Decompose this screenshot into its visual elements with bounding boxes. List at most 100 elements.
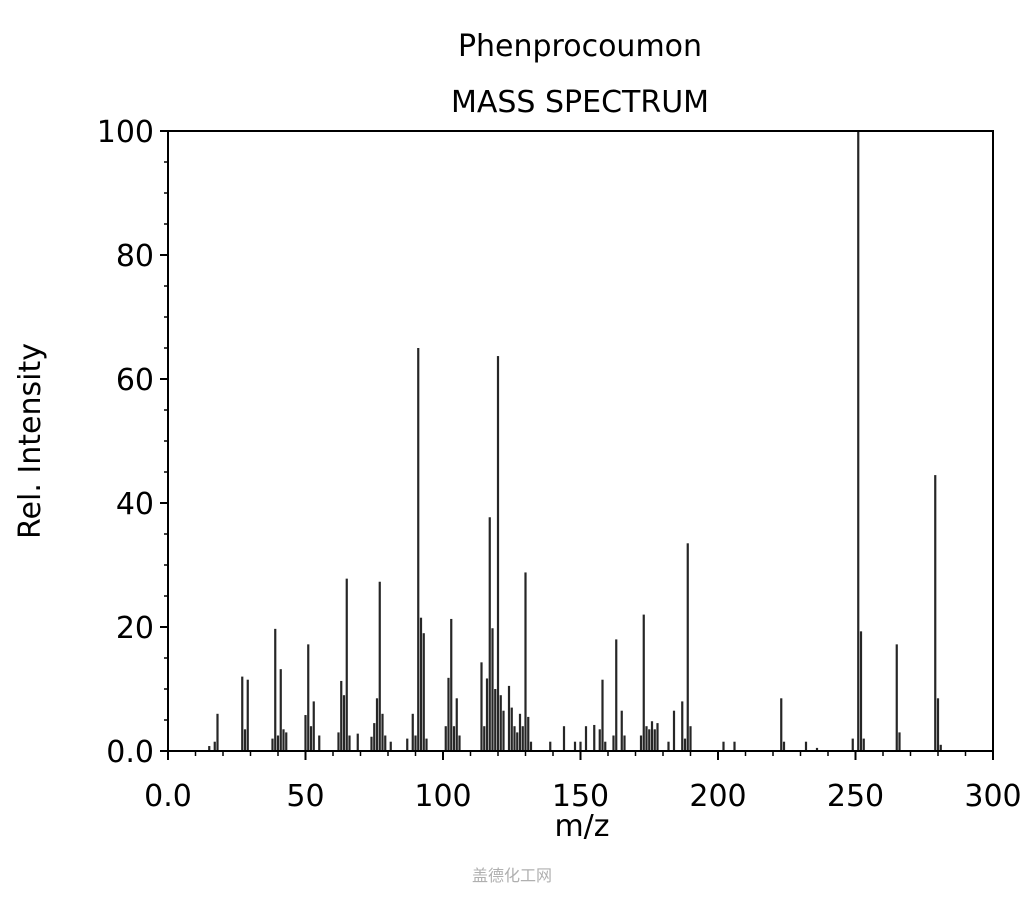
peak-bar <box>936 698 940 751</box>
y-tick-label: 20 <box>116 611 154 646</box>
peak-bar <box>689 726 692 751</box>
peak-bar <box>241 676 244 751</box>
peak-bar <box>342 695 346 751</box>
peak-bar <box>279 669 282 751</box>
peak-bar <box>510 707 513 751</box>
x-axis-ticks: 0.0 50 100 150 200 250 300 <box>144 751 1022 814</box>
peak-bar <box>422 633 425 751</box>
peak-bar <box>458 735 461 751</box>
peak-bar <box>573 741 577 751</box>
peak-bar <box>642 614 645 751</box>
peak-bar <box>521 726 524 751</box>
peak-bar <box>722 741 725 751</box>
peak-bar <box>859 631 863 751</box>
peak-bar <box>213 741 216 751</box>
peak-bar <box>645 726 648 751</box>
peak-bar <box>683 738 687 751</box>
peak-bar <box>653 729 656 751</box>
peak-bar <box>483 726 486 751</box>
peak-bar <box>524 572 527 751</box>
peak-bar <box>414 735 417 751</box>
x-tick-label: 50 <box>286 779 324 814</box>
peak-bar <box>274 628 277 751</box>
peak-bar <box>373 723 376 751</box>
x-tick-label: 0.0 <box>144 779 192 814</box>
peak-bar <box>304 715 307 751</box>
peak-bar <box>488 517 491 751</box>
peak-bar <box>455 698 458 751</box>
y-tick-label: 60 <box>116 363 154 398</box>
peak-bar <box>934 475 937 751</box>
peak-bar <box>307 644 310 751</box>
peak-bar <box>686 543 689 751</box>
peak-bar <box>499 695 502 751</box>
peak-bar <box>518 713 522 751</box>
peak-bar <box>604 741 607 751</box>
peak-bar <box>494 689 497 751</box>
peak-bar <box>667 741 670 751</box>
peak-bar <box>898 732 901 751</box>
peak-bar <box>598 729 601 751</box>
peak-bar <box>417 348 420 751</box>
peak-bar <box>345 578 348 751</box>
peak-bar <box>271 738 274 751</box>
peak-bar <box>309 726 313 751</box>
peak-bar <box>895 644 898 751</box>
peak-bar <box>529 741 533 751</box>
spectrum-peaks <box>208 131 942 751</box>
peak-bar <box>601 679 604 751</box>
peak-bar <box>312 701 315 751</box>
peak-bar <box>527 716 530 751</box>
peak-bar <box>815 747 819 751</box>
peak-bar <box>656 723 659 751</box>
peak-bar <box>450 618 453 751</box>
peak-bar <box>246 679 249 751</box>
x-tick-label: 150 <box>552 779 609 814</box>
peak-bar <box>857 131 860 751</box>
peak-bar <box>243 729 247 751</box>
peak-bar <box>381 713 384 751</box>
peak-bar <box>444 726 447 751</box>
watermark: 盖德化工网 <box>471 866 552 885</box>
peak-bar <box>507 685 511 751</box>
peak-bar <box>496 356 500 751</box>
peak-bar <box>285 732 288 751</box>
peak-bar <box>485 678 489 751</box>
x-tick-label: 100 <box>414 779 471 814</box>
y-tick-label: 80 <box>116 239 154 274</box>
peak-bar <box>516 732 519 751</box>
peak-bar <box>375 698 379 751</box>
x-tick-label: 200 <box>689 779 746 814</box>
peak-bar <box>406 738 409 751</box>
peak-bar <box>348 735 351 751</box>
peak-bar <box>851 738 854 751</box>
peak-bar <box>780 698 783 751</box>
x-axis-label: m/z <box>554 809 609 844</box>
peak-bar <box>620 710 623 751</box>
y-tick-label: 0.0 <box>106 735 154 770</box>
peak-bar <box>411 713 414 751</box>
y-tick-label: 40 <box>116 487 154 522</box>
peak-bar <box>782 741 786 751</box>
peak-bar <box>370 736 373 751</box>
y-tick-label: 100 <box>97 115 154 150</box>
peak-bar <box>389 741 392 751</box>
peak-bar <box>681 701 684 751</box>
peak-bar <box>584 726 588 751</box>
peak-bar <box>447 677 450 751</box>
peak-bar <box>340 680 343 751</box>
peak-bar <box>612 735 615 751</box>
peak-bar <box>615 639 618 751</box>
peak-bar <box>378 581 381 751</box>
peak-bar <box>502 710 505 751</box>
plot-frame <box>167 130 994 752</box>
peak-bar <box>639 735 643 751</box>
peak-bar <box>650 721 654 751</box>
peak-bar <box>862 738 865 751</box>
chart-title: Phenprocoumon <box>458 29 702 64</box>
peak-bar <box>480 662 483 751</box>
peak-bar <box>452 726 456 751</box>
peak-bar <box>623 735 626 751</box>
peak-bar <box>216 713 219 751</box>
